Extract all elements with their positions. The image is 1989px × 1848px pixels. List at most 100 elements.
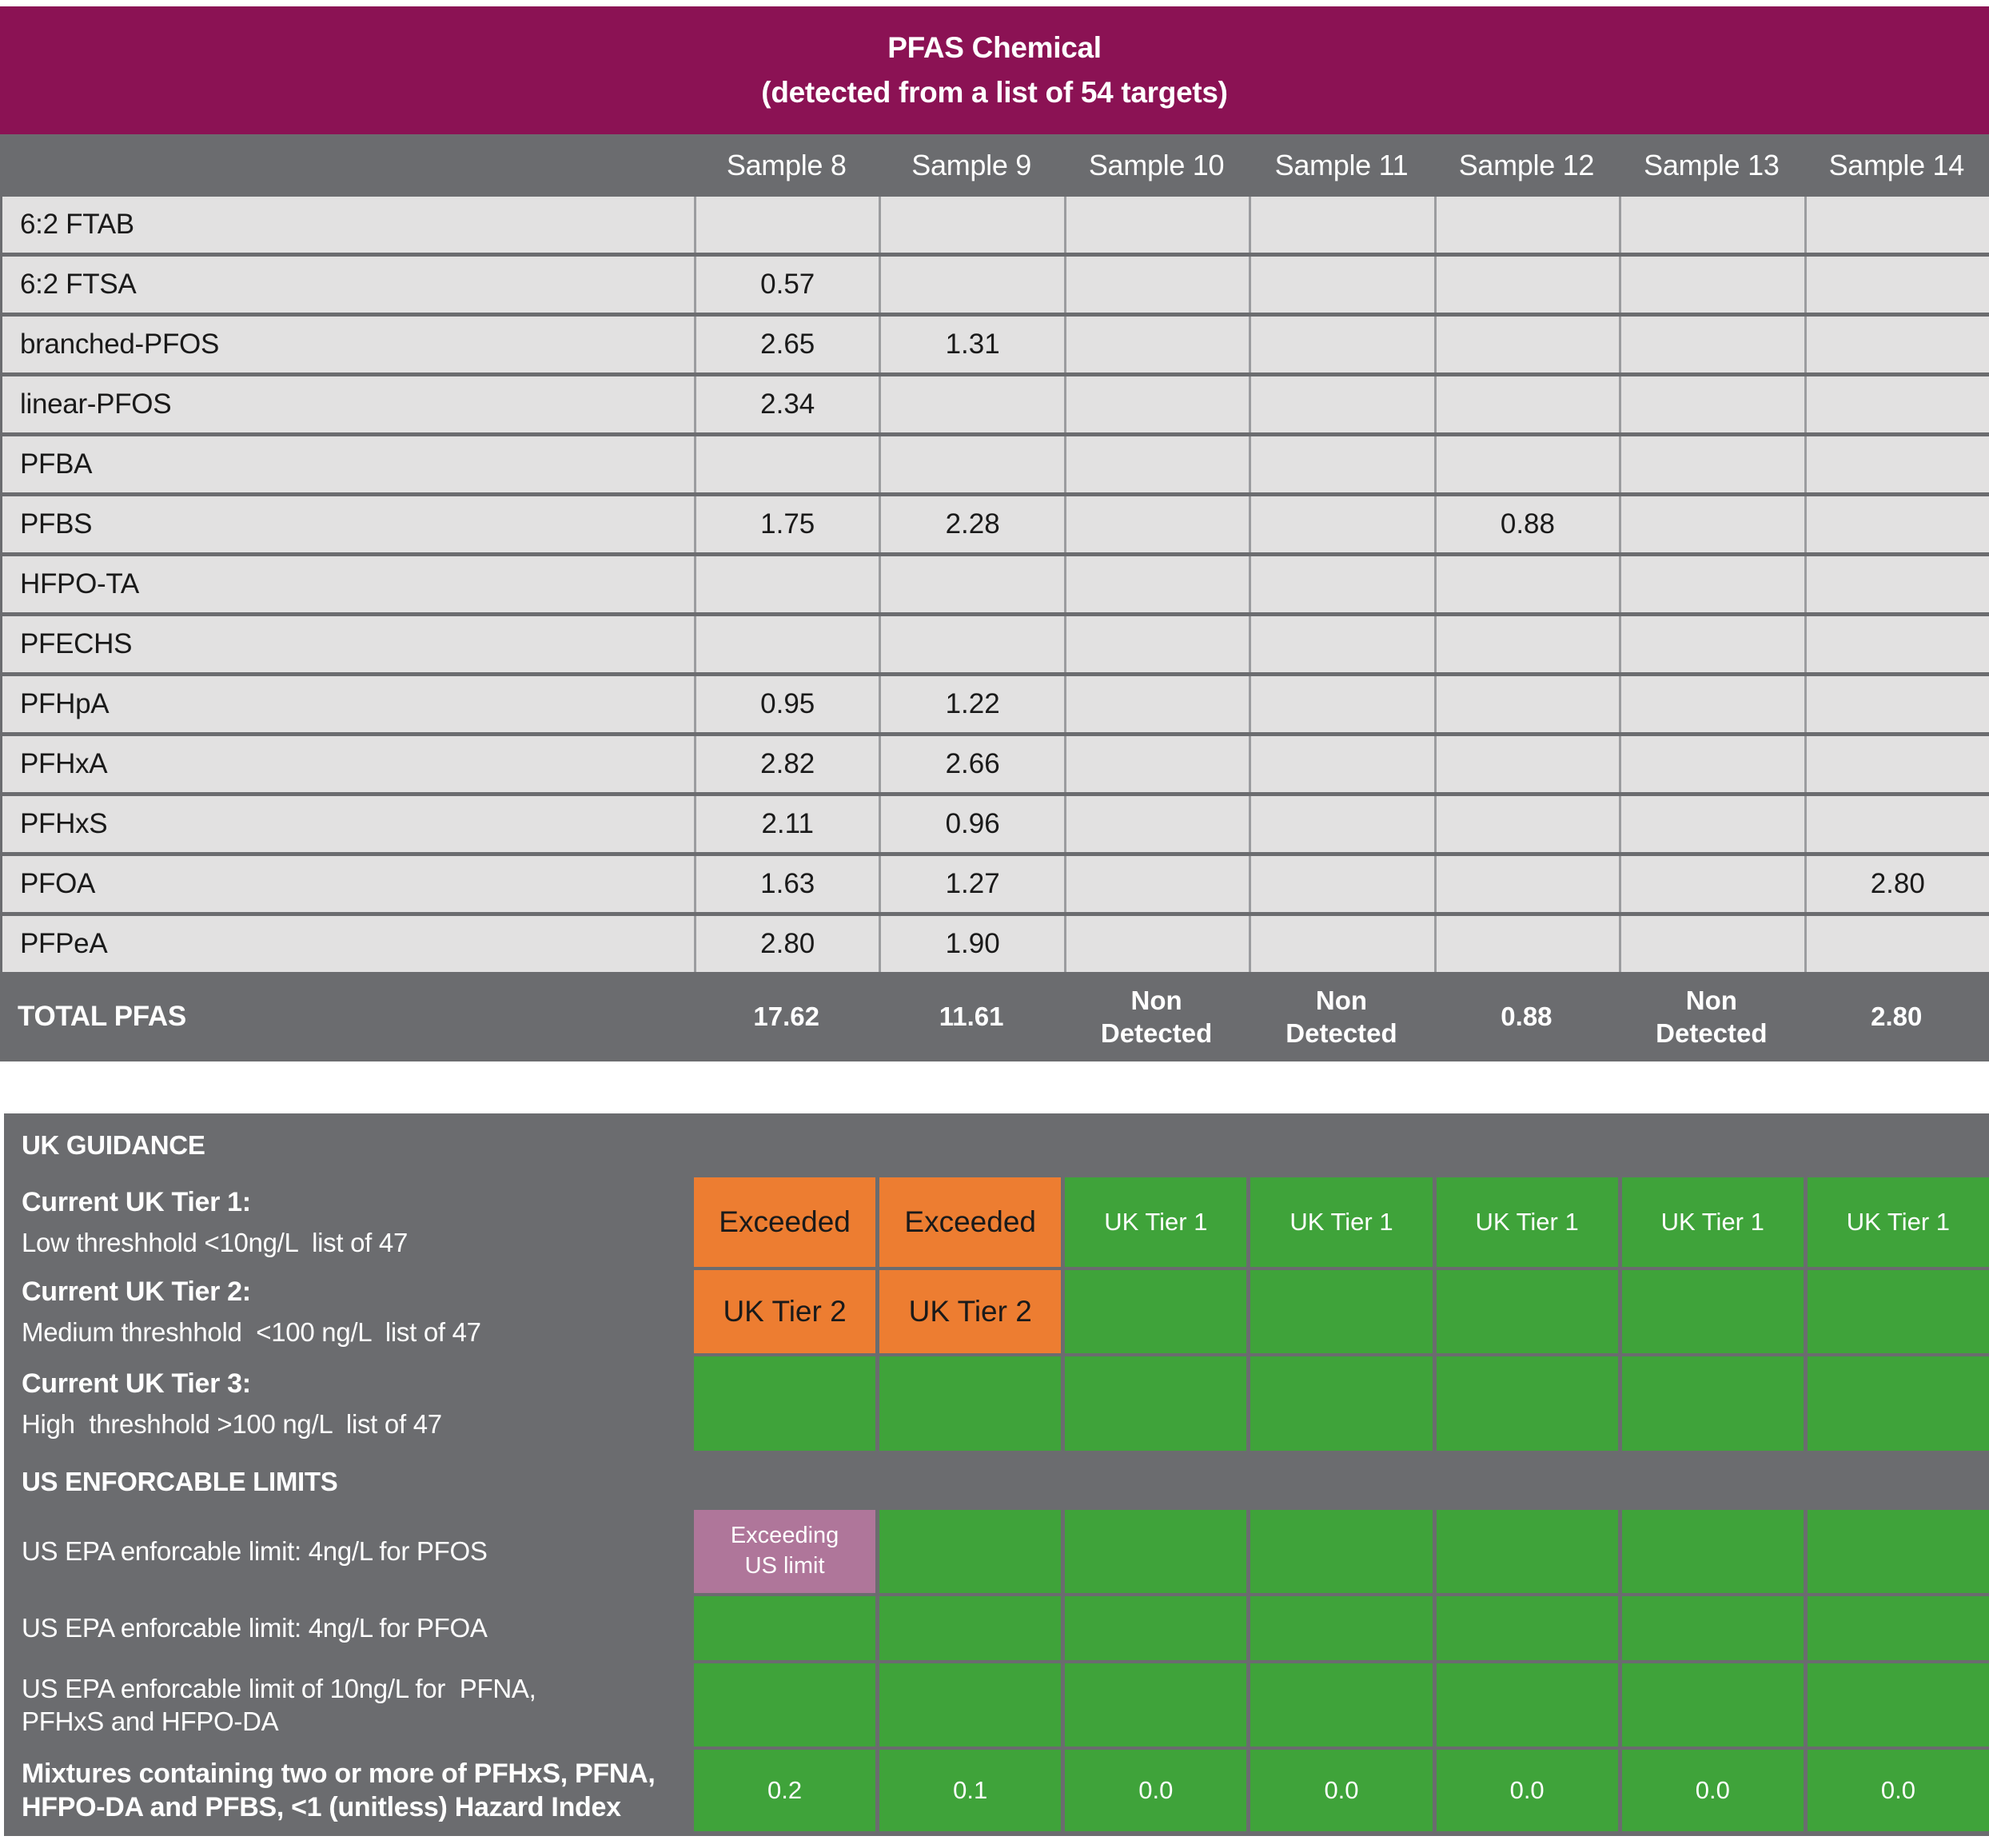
- status-cell: [694, 1596, 876, 1660]
- value-cell: [1433, 616, 1620, 672]
- status-cell: [1250, 1356, 1433, 1451]
- guidance-label-bold: Current UK Tier 3:: [22, 1368, 251, 1400]
- value-cell: 1.63: [694, 856, 879, 912]
- status-cell: Exceeded: [694, 1177, 876, 1267]
- value-cell: [1063, 916, 1250, 972]
- value-cell: [1433, 856, 1620, 912]
- status-cell: [1065, 1356, 1247, 1451]
- status-cell: UK Tier 1: [1621, 1177, 1804, 1267]
- total-value-cell: Non Detected: [1100, 985, 1213, 1048]
- status-cell: UK Tier 1: [1436, 1177, 1618, 1267]
- value-cell: [1249, 856, 1434, 912]
- value-cell: [1804, 496, 1989, 552]
- value-cell: [1804, 376, 1989, 432]
- status-cell: [1250, 1663, 1433, 1746]
- value-cell: [1433, 916, 1620, 972]
- status-cell: UK Tier 1: [1807, 1177, 1989, 1267]
- column-header-sample: Sample 12: [1458, 149, 1595, 181]
- table-row: PFHxS 2.11 0.96: [2, 796, 1989, 852]
- status-cell: [1065, 1663, 1247, 1746]
- value-cell: 2.82: [694, 736, 879, 792]
- value-cell: [1063, 376, 1250, 432]
- table-title-line2: (detected from a list of 54 targets): [761, 76, 1228, 109]
- chemical-name: HFPO-TA: [2, 556, 694, 612]
- status-cell: UK Tier 2: [879, 1270, 1062, 1353]
- guidance-label: Current UK Tier 1: Low threshhold <10ng/L…: [4, 1177, 690, 1267]
- table-title: PFAS Chemical (detected from a list of 5…: [0, 6, 1989, 134]
- value-cell: [1433, 257, 1620, 313]
- chemical-name: PFHpA: [2, 676, 694, 732]
- status-cell: [1621, 1270, 1804, 1353]
- value-cell: [1063, 856, 1250, 912]
- status-cell: [1436, 1356, 1618, 1451]
- value-cell: 2.34: [694, 376, 879, 432]
- chemical-name: PFBS: [2, 496, 694, 552]
- guidance-label: US EPA enforcable limit: 4ng/L for PFOS: [4, 1510, 690, 1593]
- guidance-label-sub: US EPA enforcable limit: 4ng/L for PFOS: [22, 1536, 488, 1567]
- total-value-cell: 2.80: [1871, 1002, 1923, 1032]
- total-value-cell: 11.61: [939, 1002, 1004, 1032]
- table-row: PFOA 1.63 1.27 2.80: [2, 856, 1989, 912]
- value-cell: 1.90: [879, 916, 1064, 972]
- column-header-sample: Sample 14: [1828, 149, 1965, 181]
- status-cell: [1436, 1510, 1618, 1593]
- status-cell: [1250, 1596, 1433, 1660]
- guidance-label-sub: Medium threshhold <100 ng/L list of 47: [22, 1316, 481, 1347]
- value-cell: [1619, 856, 1804, 912]
- guidance-label-sub: Low threshhold <10ng/L list of 47: [22, 1227, 408, 1257]
- value-cell: [879, 376, 1064, 432]
- status-cell: 0.0: [1807, 1750, 1989, 1831]
- status-cell: Exceeded: [879, 1177, 1062, 1267]
- table-row: PFBA: [2, 436, 1989, 492]
- value-cell: [1804, 916, 1989, 972]
- value-cell: [1249, 436, 1434, 492]
- chemical-name: PFECHS: [2, 616, 694, 672]
- status-cell: [1065, 1270, 1247, 1353]
- status-cell: UK Tier 1: [1065, 1177, 1247, 1267]
- status-cell: [879, 1510, 1062, 1593]
- value-cell: [1249, 317, 1434, 372]
- guidance-label-bold: Current UK Tier 1:: [22, 1187, 251, 1218]
- value-cell: [879, 197, 1064, 253]
- status-cell: [1436, 1663, 1618, 1746]
- status-cell: [879, 1356, 1062, 1451]
- value-cell: 2.80: [1804, 856, 1989, 912]
- value-cell: 1.31: [879, 317, 1064, 372]
- value-cell: [879, 616, 1064, 672]
- value-cell: [694, 616, 879, 672]
- value-cell: [1619, 197, 1804, 253]
- value-cell: [1619, 376, 1804, 432]
- value-cell: [1433, 197, 1620, 253]
- total-pfas-row: TOTAL PFAS 17.62 11.61 Non Detected Non Det…: [0, 972, 1989, 1061]
- chemical-name: linear-PFOS: [2, 376, 694, 432]
- value-cell: [1804, 197, 1989, 253]
- status-cell: [1807, 1663, 1989, 1746]
- chemical-name: PFHxA: [2, 736, 694, 792]
- value-cell: [1619, 736, 1804, 792]
- guidance-row: US EPA enforcable limit: 4ng/L for PFOS E…: [4, 1510, 1989, 1593]
- value-cell: [1063, 197, 1250, 253]
- value-cell: 1.22: [879, 676, 1064, 732]
- column-header-sample: Sample 11: [1274, 149, 1409, 181]
- status-cell: [1065, 1596, 1247, 1660]
- guidance-panel: UK GUIDANCE Current UK Tier 1: Low threshh…: [4, 1113, 1989, 1836]
- chemical-name: 6:2 FTAB: [2, 197, 694, 253]
- chemical-name: branched-PFOS: [2, 317, 694, 372]
- value-cell: [1249, 257, 1434, 313]
- value-cell: [1619, 317, 1804, 372]
- status-cell: [1807, 1270, 1989, 1353]
- chemical-name: 6:2 FTSA: [2, 257, 694, 313]
- value-cell: [1063, 317, 1250, 372]
- value-cell: [1249, 616, 1434, 672]
- value-cell: [1804, 257, 1989, 313]
- status-cell: [1807, 1356, 1989, 1451]
- table-row: HFPO-TA: [2, 556, 1989, 612]
- value-cell: [1433, 556, 1620, 612]
- status-cell: [1621, 1356, 1804, 1451]
- value-cell: [1249, 376, 1434, 432]
- value-cell: [1433, 796, 1620, 852]
- guidance-label: US EPA enforcable limit: 4ng/L for PFOA: [4, 1596, 690, 1660]
- column-header-sample: Sample 13: [1644, 149, 1780, 181]
- status-cell: [879, 1596, 1062, 1660]
- guidance-row: US EPA enforcable limit: 4ng/L for PFOA: [4, 1596, 1989, 1660]
